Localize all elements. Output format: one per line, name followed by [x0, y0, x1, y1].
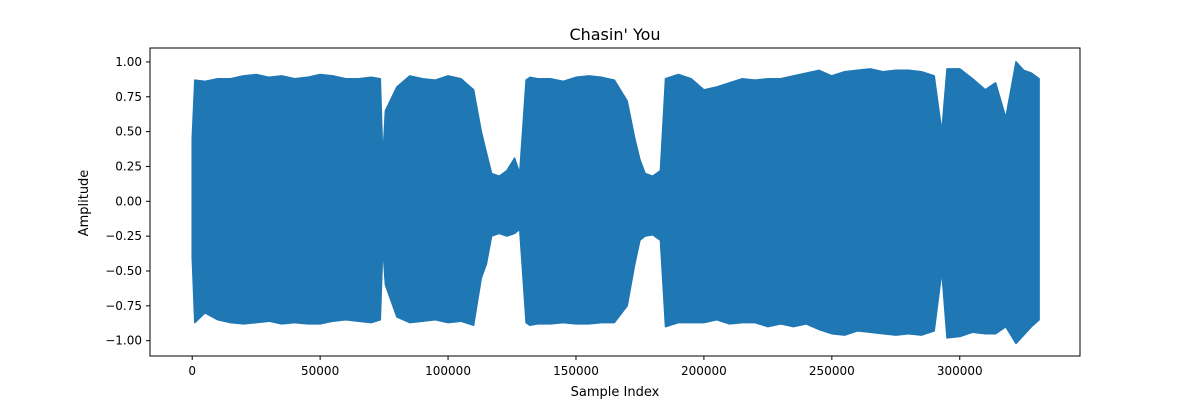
y-tick-label: −0.50 — [105, 264, 142, 278]
y-tick-label: 0.50 — [115, 125, 142, 139]
y-tick-label: 0.75 — [115, 90, 142, 104]
y-tick-label: −1.00 — [105, 334, 142, 348]
x-tick-label: 200000 — [681, 364, 727, 378]
y-tick-label: 1.00 — [115, 55, 142, 69]
chart-title: Chasin' You — [569, 25, 660, 44]
x-tick-label: 50000 — [301, 364, 339, 378]
x-axis-label: Sample Index — [571, 385, 660, 400]
y-tick-label: −0.75 — [105, 299, 142, 313]
y-tick-label: 0.25 — [115, 159, 142, 173]
waveform-series — [191, 61, 1040, 345]
x-tick-label: 150000 — [553, 364, 599, 378]
y-tick-label: 0.00 — [115, 194, 142, 208]
x-axis-ticks: 0 50000 100000 150000 200000 250000 300000 — [188, 356, 983, 378]
y-tick-label: −0.25 — [105, 229, 142, 243]
x-tick-label: 0 — [188, 364, 196, 378]
x-tick-label: 100000 — [425, 364, 471, 378]
plot-frame — [149, 47, 1081, 357]
y-axis-ticks: 1.00 0.75 0.50 0.25 0.00 −0.25 −0.50 −0.75 −1.00 — [105, 55, 150, 348]
plot-area — [191, 61, 1040, 345]
x-tick-label: 250000 — [809, 364, 855, 378]
y-axis-label: Amplitude — [77, 170, 92, 237]
x-tick-label: 300000 — [937, 364, 983, 378]
